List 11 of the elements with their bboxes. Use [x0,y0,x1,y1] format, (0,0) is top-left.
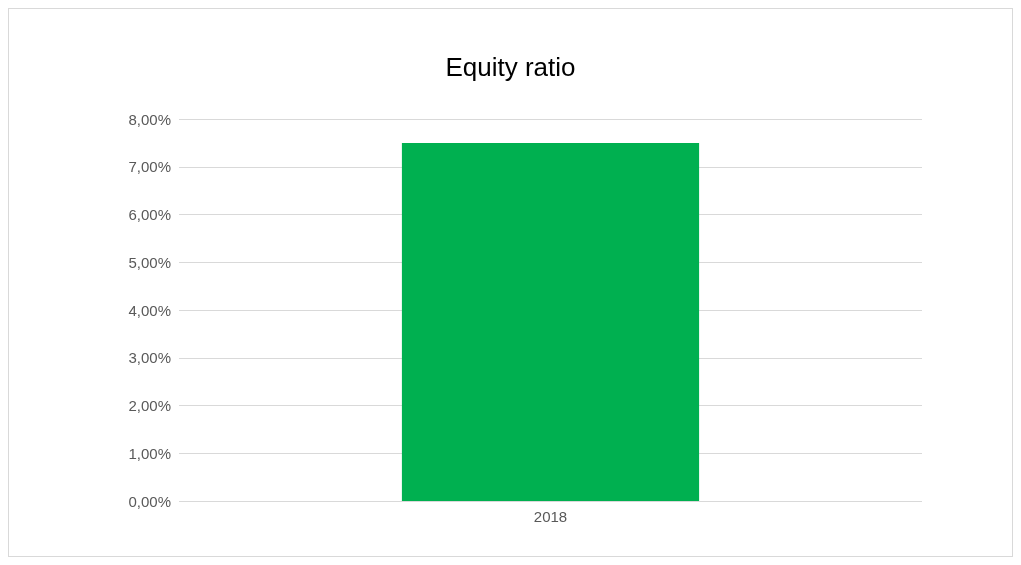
y-tick-label: 0,00% [128,492,171,510]
x-tick-label: 2018 [533,508,568,525]
y-tick-label: 7,00% [128,158,171,176]
y-tick-label: 5,00% [128,253,171,271]
y-tick-label: 4,00% [128,301,171,319]
chart-title: Equity ratio [445,52,576,82]
y-tick-label: 3,00% [128,349,171,367]
y-tick-label: 1,00% [128,444,171,462]
y-tick-label: 8,00% [128,110,171,128]
y-tick-label: 6,00% [128,206,171,223]
y-tick-label: 2,00% [128,397,171,414]
